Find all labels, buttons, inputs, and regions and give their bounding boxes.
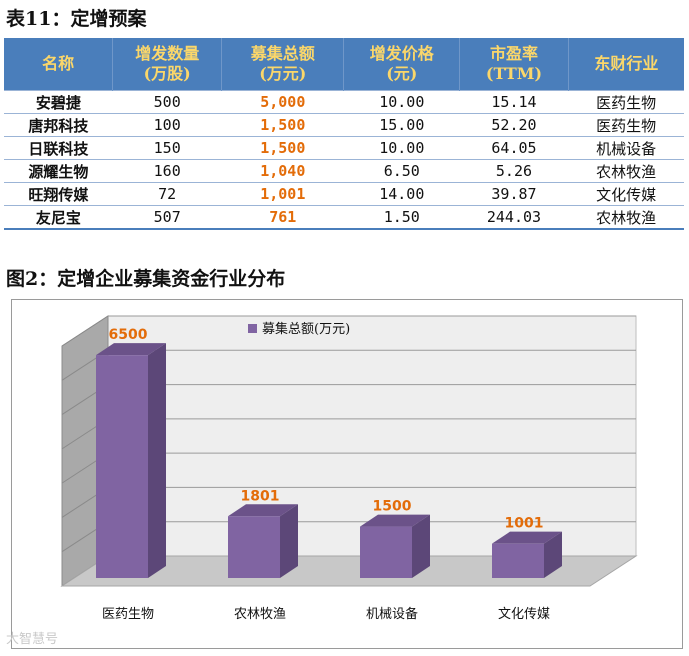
cell-industry: 医药生物 xyxy=(568,90,684,114)
category-label: 机械设备 xyxy=(366,606,418,622)
cell-amount: 1,001 xyxy=(221,182,344,206)
cell-price: 6.50 xyxy=(343,159,460,183)
cell-industry: 医药生物 xyxy=(568,113,684,137)
table-caption: 表11：定增预案 xyxy=(6,8,147,30)
data-label: 1500 xyxy=(373,499,412,515)
category-label: 文化传媒 xyxy=(498,607,550,622)
cell-pe: 52.20 xyxy=(459,113,569,137)
bar-side xyxy=(544,531,562,578)
cell-price: 1.50 xyxy=(343,205,460,230)
cell-name: 源耀生物 xyxy=(4,159,113,183)
cell-name: 旺翔传媒 xyxy=(4,182,113,206)
bar-side xyxy=(280,504,298,578)
cell-amount: 1,040 xyxy=(221,159,344,183)
header-industry: 东财行业 xyxy=(568,38,684,91)
cell-pe: 64.05 xyxy=(459,136,569,160)
chart-caption: 图2：定增企业募集资金行业分布 xyxy=(6,268,286,290)
header-name: 名称 xyxy=(4,38,114,91)
header-issue-price: 增发价格 (元) xyxy=(343,38,461,91)
table-row: 源耀生物 160 1,040 6.50 5.26 农林牧渔 xyxy=(4,159,684,183)
table-row: 友尼宝 507 761 1.50 244.03 农林牧渔 xyxy=(4,205,684,230)
cell-pe: 5.26 xyxy=(459,159,569,183)
bar xyxy=(492,543,544,578)
cell-quantity: 100 xyxy=(112,113,222,137)
chart-canvas: 6500 医药生物 1801 农林牧渔 1500 机械设备 1001 文化传媒 募集总额(万元) xyxy=(60,315,638,622)
bar-side xyxy=(412,514,430,578)
cell-amount: 761 xyxy=(221,205,344,230)
cell-price: 15.00 xyxy=(343,113,460,137)
table-header-row: 名称 增发数量 (万股) 募集总额 (万元) 增发价格 (元) 市盈率 (TTM) 东财… xyxy=(4,38,684,91)
cell-name: 友尼宝 xyxy=(4,205,113,230)
category-label: 农林牧渔 xyxy=(234,607,286,622)
cell-price: 10.00 xyxy=(343,90,460,114)
legend-label: 募集总额(万元) xyxy=(262,321,350,337)
table-row: 日联科技 150 1,500 10.00 64.05 机械设备 xyxy=(4,136,684,160)
bar-top xyxy=(492,531,562,544)
cell-amount: 1,500 xyxy=(221,113,344,137)
category-label: 医药生物 xyxy=(102,607,154,622)
cell-name: 安碧捷 xyxy=(4,90,113,114)
cell-quantity: 500 xyxy=(112,90,222,114)
cell-price: 14.00 xyxy=(343,182,460,206)
cell-quantity: 507 xyxy=(112,205,222,230)
bar xyxy=(228,516,280,578)
bar xyxy=(360,526,412,578)
cell-quantity: 150 xyxy=(112,136,222,160)
cell-industry: 农林牧渔 xyxy=(568,205,684,230)
header-pe-ratio: 市盈率 (TTM) xyxy=(459,38,569,91)
placement-preview-table: 名称 增发数量 (万股) 募集总额 (万元) 增发价格 (元) 市盈率 (TTM) 东财… xyxy=(4,38,684,230)
bar-top xyxy=(228,504,298,517)
header-issue-quantity: 增发数量 (万股) xyxy=(112,38,223,91)
cell-name: 日联科技 xyxy=(4,136,113,160)
cell-name: 唐邦科技 xyxy=(4,113,113,137)
chart-gridline-side xyxy=(61,315,109,347)
table-row: 旺翔传媒 72 1,001 14.00 39.87 文化传媒 xyxy=(4,182,684,206)
cell-industry: 文化传媒 xyxy=(568,182,684,206)
table-row: 唐邦科技 100 1,500 15.00 52.20 医药生物 xyxy=(4,113,684,137)
bar xyxy=(96,355,148,578)
cell-industry: 农林牧渔 xyxy=(568,159,684,183)
table-row: 安碧捷 500 5,000 10.00 15.14 医药生物 xyxy=(4,90,684,114)
bar-top xyxy=(360,514,430,527)
data-label: 1801 xyxy=(241,488,280,504)
cell-pe: 39.87 xyxy=(459,182,569,206)
cell-industry: 机械设备 xyxy=(568,136,684,160)
bar-side xyxy=(148,343,166,578)
bar-top xyxy=(96,343,166,356)
data-label: 6500 xyxy=(109,327,148,343)
cell-quantity: 72 xyxy=(112,182,222,206)
watermark-text: 大智慧号 xyxy=(6,632,59,647)
data-label: 1001 xyxy=(505,516,544,532)
cell-pe: 244.03 xyxy=(459,205,569,230)
header-raised-amount: 募集总额 (万元) xyxy=(221,38,345,91)
industry-bar-chart: 6500 医药生物 1801 农林牧渔 1500 机械设备 1001 文化传媒 募集总额(万元) xyxy=(11,299,683,649)
cell-amount: 5,000 xyxy=(221,90,344,114)
cell-quantity: 160 xyxy=(112,159,222,183)
legend-swatch xyxy=(248,324,257,333)
cell-amount: 1,500 xyxy=(221,136,344,160)
cell-pe: 15.14 xyxy=(459,90,569,114)
cell-price: 10.00 xyxy=(343,136,460,160)
